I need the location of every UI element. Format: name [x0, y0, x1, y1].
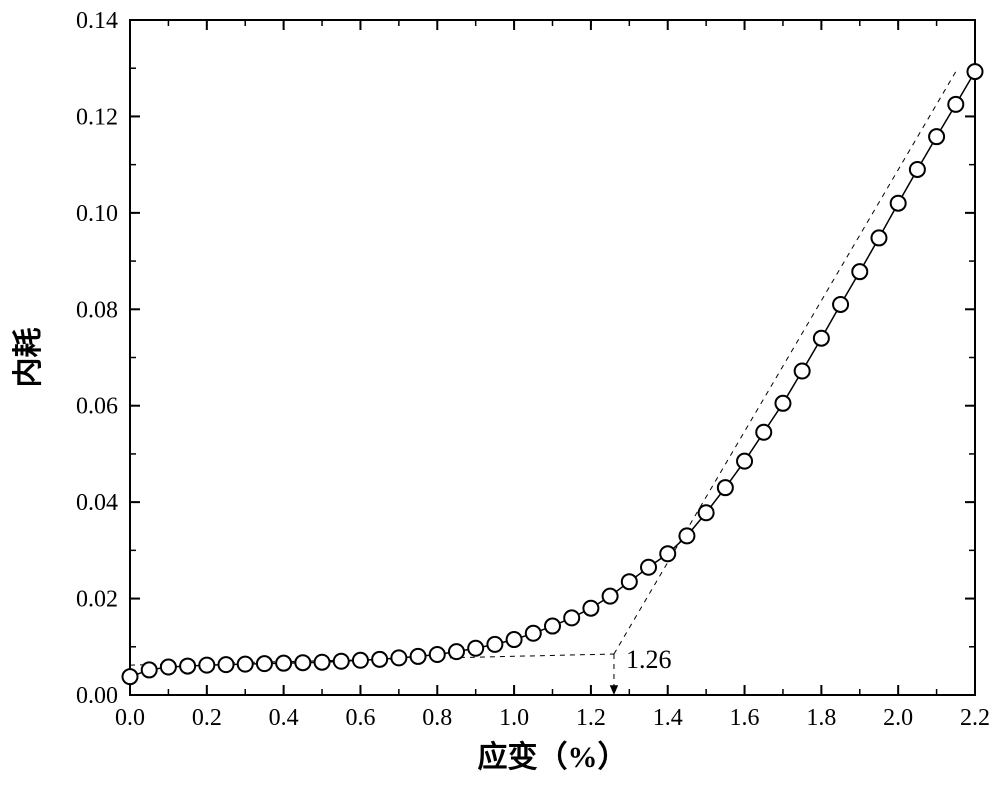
chart-container: 0.0 0.2 0.4 0.6 0.8 1.0 1.2 1.4 1.6 1.8 2.0 2.2 0.00… — [0, 0, 1000, 792]
data-point — [583, 601, 598, 616]
data-point — [507, 632, 522, 647]
x-tick-label: 1.4 — [653, 705, 683, 731]
data-point — [123, 669, 138, 684]
annotation-label: 1.26 — [626, 645, 672, 674]
data-point — [526, 626, 541, 641]
x-tick-label: 0.4 — [269, 705, 299, 731]
data-point — [315, 655, 330, 670]
data-point — [891, 196, 906, 211]
y-axis-title: 内耗 — [12, 328, 45, 388]
data-point — [468, 641, 483, 656]
x-tick-label: 0.6 — [345, 705, 375, 731]
chart-svg: 0.0 0.2 0.4 0.6 0.8 1.0 1.2 1.4 1.6 1.8 2.0 2.2 0.00… — [0, 0, 1000, 792]
x-tick-label: 0.0 — [115, 705, 145, 731]
data-point — [603, 589, 618, 604]
data-point — [180, 659, 195, 674]
data-point — [199, 658, 214, 673]
y-tick-label: 0.14 — [76, 8, 118, 34]
data-point — [142, 662, 157, 677]
data-point — [449, 644, 464, 659]
data-point — [430, 647, 445, 662]
x-tick-label: 1.0 — [499, 705, 529, 731]
data-point — [660, 546, 675, 561]
data-point — [795, 364, 810, 379]
data-point — [334, 654, 349, 669]
data-point — [737, 454, 752, 469]
data-point — [295, 655, 310, 670]
data-point — [756, 425, 771, 440]
data-point — [814, 331, 829, 346]
x-axis-title: 应变（%） — [478, 740, 628, 774]
x-tick-label: 2.2 — [960, 705, 990, 731]
y-tick-label: 0.08 — [76, 297, 118, 323]
data-point — [353, 653, 368, 668]
data-point — [276, 656, 291, 671]
x-tick-label: 1.6 — [730, 705, 760, 731]
data-point — [871, 230, 886, 245]
data-point — [929, 129, 944, 144]
y-tick-label: 0.12 — [76, 104, 118, 130]
data-point — [699, 505, 714, 520]
y-tick-label: 0.00 — [76, 683, 118, 709]
y-tick-label: 0.04 — [76, 490, 118, 516]
data-point — [487, 637, 502, 652]
data-point — [775, 396, 790, 411]
data-point — [910, 162, 925, 177]
x-tick-label: 2.0 — [883, 705, 913, 731]
x-tick-label: 0.8 — [422, 705, 452, 731]
y-tick-label: 0.06 — [76, 394, 118, 420]
data-point — [219, 657, 234, 672]
x-tick-label: 1.8 — [806, 705, 836, 731]
data-point — [641, 560, 656, 575]
y-tick-label: 0.10 — [76, 201, 118, 227]
data-point — [679, 528, 694, 543]
data-point — [411, 649, 426, 664]
data-point — [257, 656, 272, 671]
x-tick-label: 1.2 — [576, 705, 606, 731]
data-point — [545, 619, 560, 634]
data-point — [238, 657, 253, 672]
data-point — [372, 652, 387, 667]
y-tick-label: 0.02 — [76, 587, 118, 613]
data-point — [391, 650, 406, 665]
data-point — [622, 574, 637, 589]
data-point — [161, 660, 176, 675]
data-point — [833, 297, 848, 312]
data-point — [564, 610, 579, 625]
data-point — [968, 64, 983, 79]
data-point — [948, 97, 963, 112]
x-tick-label: 0.2 — [192, 705, 222, 731]
data-point — [718, 480, 733, 495]
data-point — [852, 264, 867, 279]
